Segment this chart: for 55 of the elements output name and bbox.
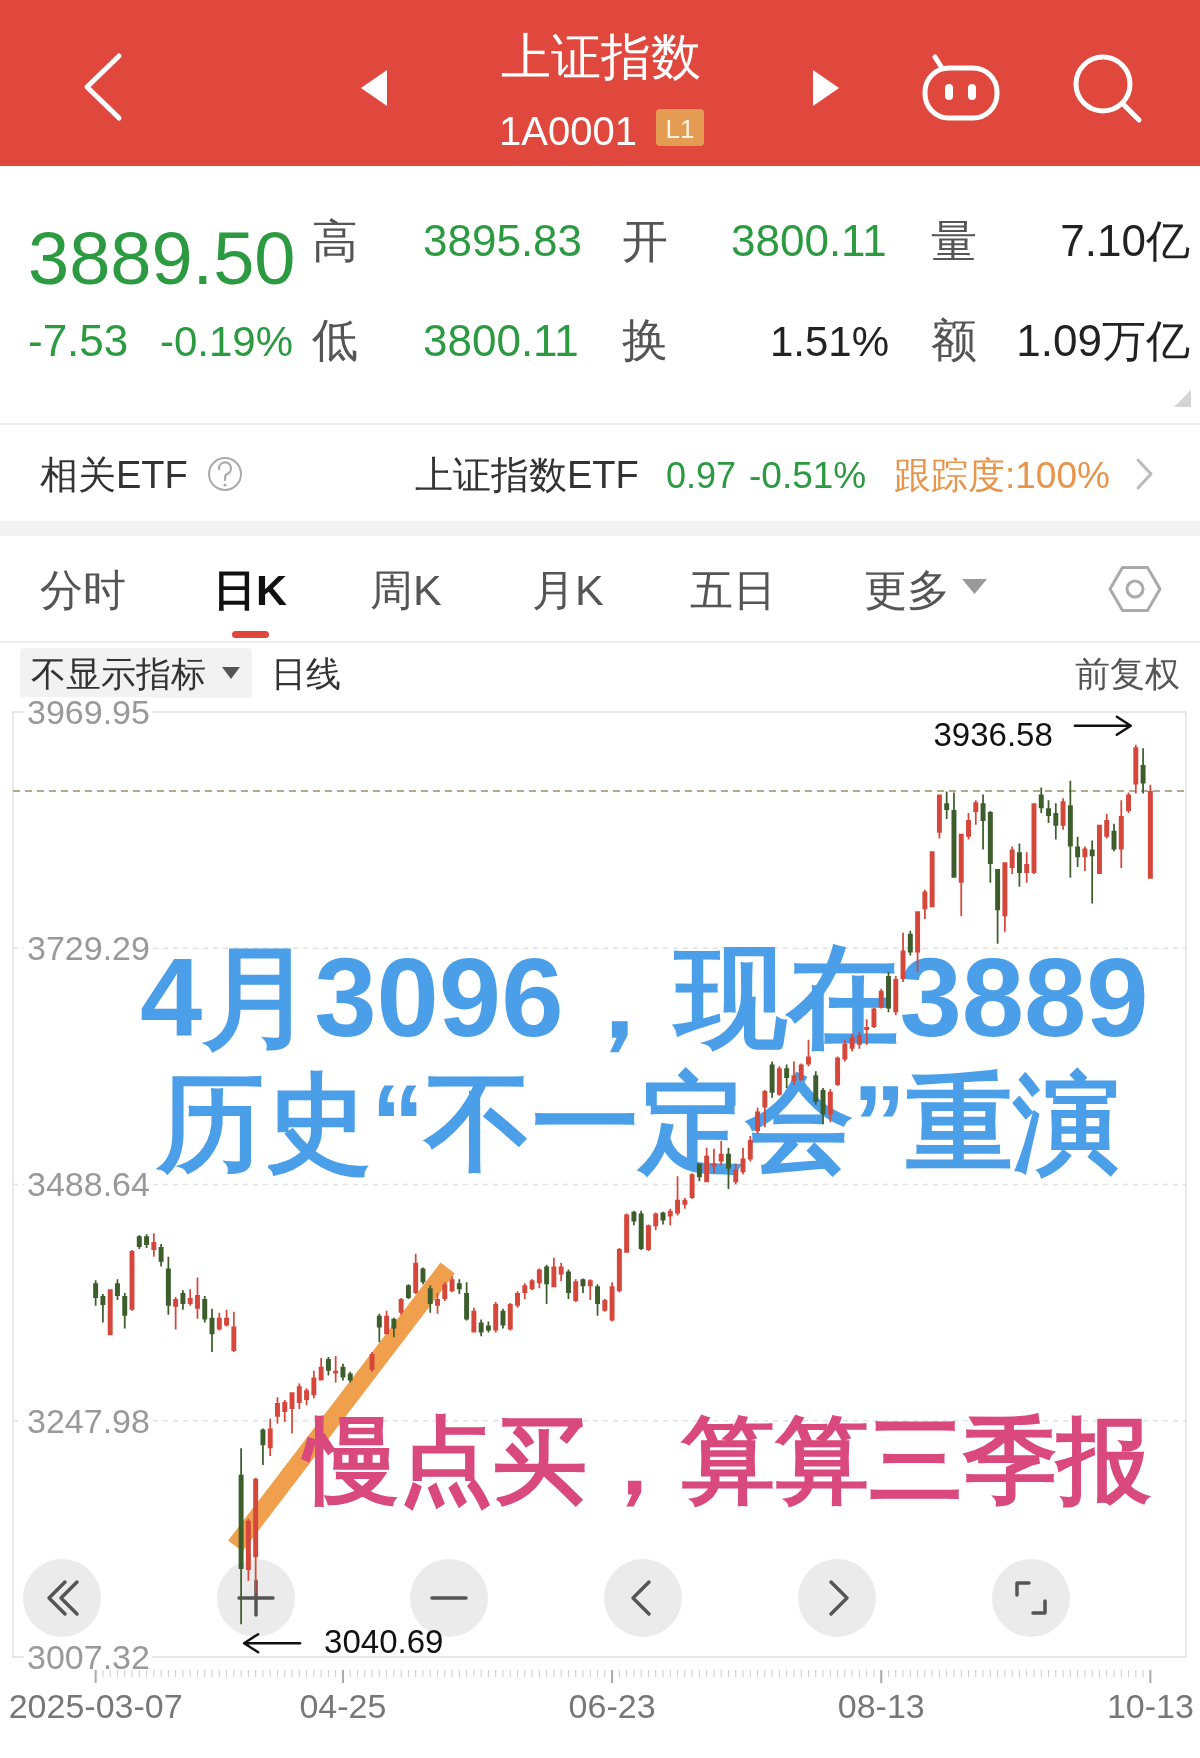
text: 高: [312, 215, 358, 267]
text: 日线: [271, 654, 341, 693]
text: -0.51%: [749, 455, 867, 496]
candlestick: [1089, 840, 1095, 904]
text: 五日: [690, 566, 776, 614]
text: 不显示指标: [31, 654, 206, 693]
text: 量: [931, 215, 977, 267]
y-tick-label: 3247.98: [27, 1401, 150, 1440]
text: 开: [622, 215, 668, 267]
candlestick: [711, 1148, 717, 1174]
text: 前复权: [1075, 654, 1180, 693]
x-tick-label: 06-23: [568, 1687, 656, 1725]
text: 7.10亿: [1060, 216, 1190, 265]
candlestick: [944, 791, 950, 819]
text: -0.19%: [160, 318, 294, 365]
text: 月K: [532, 566, 604, 614]
text: 0.97: [666, 455, 737, 496]
y-tick-label: 3488.64: [27, 1165, 150, 1204]
candlestick: [1024, 852, 1030, 883]
chart-subtitle: 1A0001: [499, 109, 637, 153]
x-tick-label: 08-13: [837, 1687, 925, 1725]
text: 日K: [213, 566, 288, 614]
text: 3895.83: [423, 216, 583, 265]
text: 3800.11: [731, 216, 887, 265]
candlestick: [333, 1355, 339, 1383]
y-tick-label: 3969.95: [27, 693, 150, 731]
annotation: 慢点买，算算三季报: [300, 1408, 1152, 1513]
text: 换: [622, 314, 668, 366]
text: 1.51%: [769, 318, 889, 365]
text: 跟踪度:100%: [894, 455, 1110, 496]
candlestick: [980, 794, 986, 850]
text: 3889.50: [28, 217, 296, 300]
text: 1.09万亿: [1016, 316, 1190, 365]
text: 周K: [370, 566, 442, 614]
candlestick: [151, 1233, 157, 1257]
text: 上证指数ETF: [415, 454, 639, 496]
candlestick: [173, 1297, 179, 1330]
chart-title: 上证指数: [501, 29, 701, 85]
text: 相关ETF: [40, 454, 188, 496]
text: 更多: [864, 566, 950, 614]
candlestick: [100, 1294, 106, 1323]
text: 额: [931, 314, 977, 366]
text: 3800.11: [423, 316, 579, 365]
y-tick-label: 3007.32: [27, 1638, 150, 1676]
candlestick: [187, 1289, 193, 1306]
text: 分时: [40, 566, 126, 614]
text: -7.53: [28, 316, 129, 365]
x-tick-label: 10-13: [1106, 1687, 1194, 1725]
annotation: 3040.69: [324, 1623, 444, 1661]
x-tick-label: 2025-03-07: [8, 1687, 183, 1725]
candlestick: [587, 1279, 593, 1300]
text: L1: [665, 114, 695, 144]
x-tick-label: 04-25: [299, 1687, 387, 1725]
text: 低: [312, 314, 358, 366]
annotation: 3936.58: [933, 715, 1053, 753]
